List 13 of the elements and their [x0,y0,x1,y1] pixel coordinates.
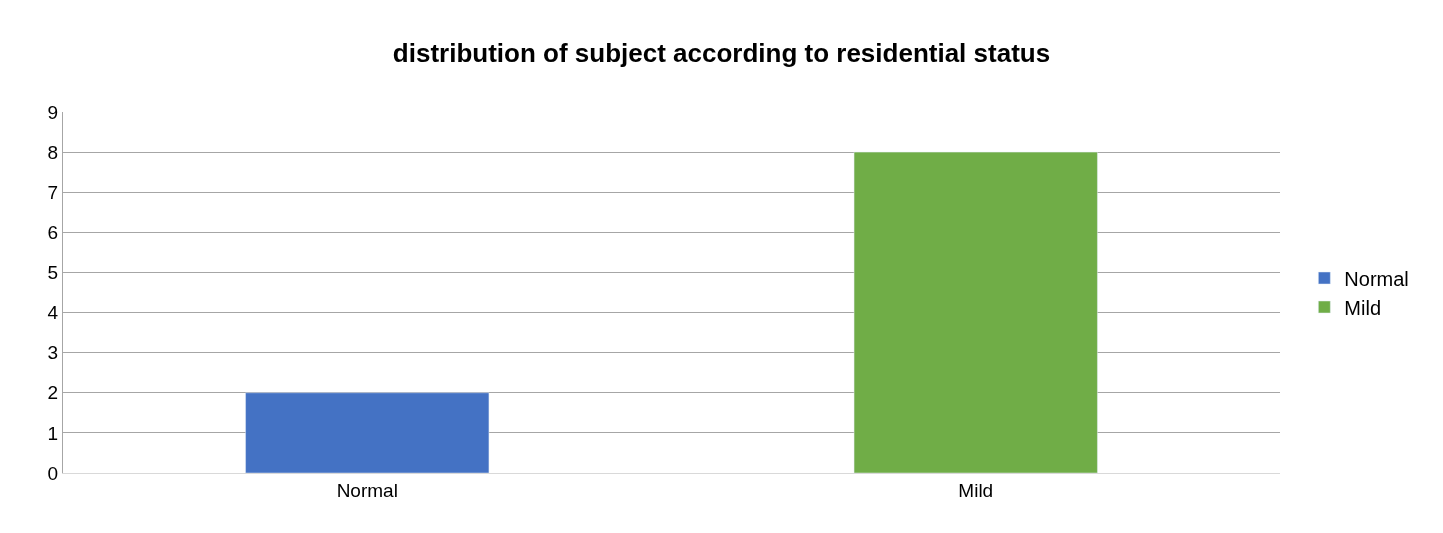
y-tick-label: 3 [47,342,59,364]
chart-title: distribution of subject according to residential status [392,38,1051,69]
legend-label: Mild [1344,296,1382,319]
y-tick-label: 8 [47,141,59,163]
y-tick-label: 1 [47,422,59,444]
y-tick-label: 4 [47,302,59,324]
y-tick-label: 9 [47,101,59,123]
y-tick-label: 7 [47,181,59,203]
y-tick-label: 5 [47,262,59,284]
legend-label: Normal [1344,267,1409,290]
y-tick-label: 6 [47,221,59,243]
y-tick-label: 0 [47,462,59,484]
y-tick-label: 2 [47,382,59,404]
